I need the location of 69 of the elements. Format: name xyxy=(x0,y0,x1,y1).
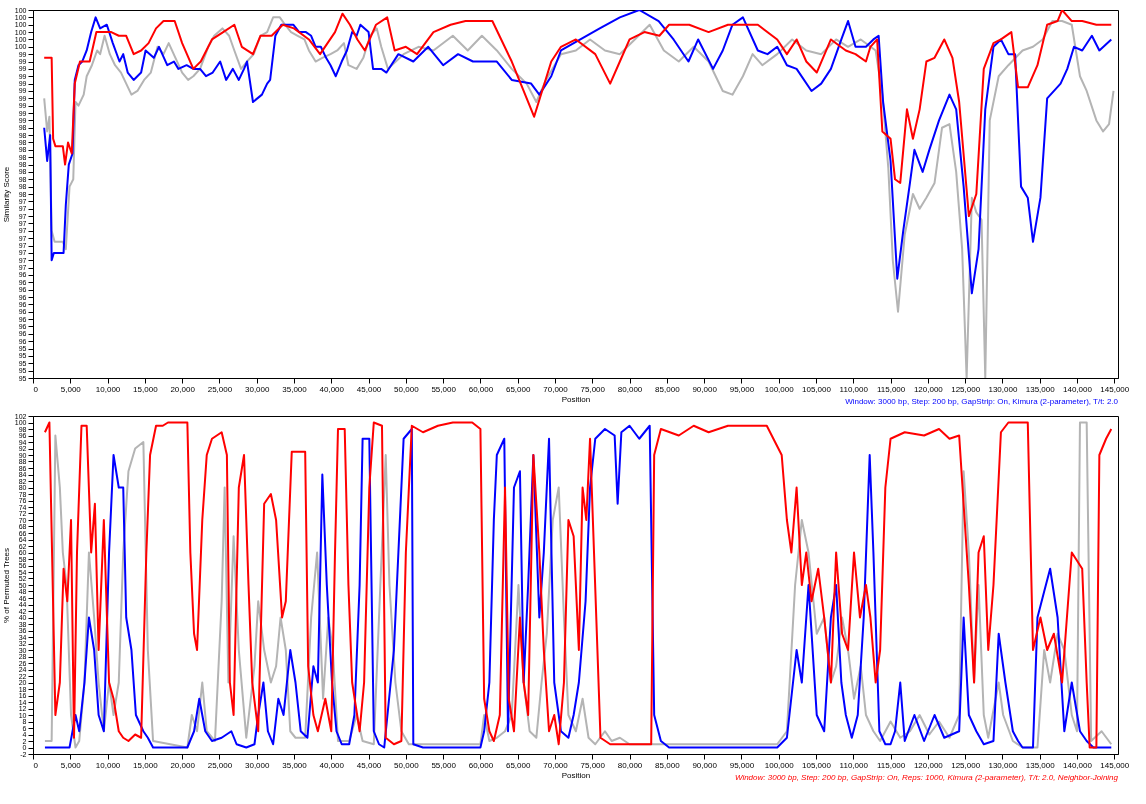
x-tick-label: 80,000 xyxy=(617,384,643,394)
x-tick-label: 45,000 xyxy=(356,760,382,770)
x-tick-label: 125,000 xyxy=(951,760,981,770)
x-tick-label: 80,000 xyxy=(617,760,643,770)
x-tick-label: 105,000 xyxy=(802,384,832,394)
x-tick-label: 35,000 xyxy=(282,384,308,394)
x-tick-label: 20,000 xyxy=(170,384,196,394)
line-series xyxy=(43,10,1113,295)
x-tick-label: 50,000 xyxy=(394,384,420,394)
x-tick-label: 90,000 xyxy=(692,384,718,394)
x-tick-label: 110,000 xyxy=(839,384,869,394)
x-tick-label: 70,000 xyxy=(543,384,569,394)
x-tick-label: 60,000 xyxy=(468,384,494,394)
x-tick-label: 120,000 xyxy=(913,760,944,770)
line-series xyxy=(43,10,1113,218)
x-tick-label: 115,000 xyxy=(876,760,906,770)
x-tick-label: 95,000 xyxy=(729,760,755,770)
x-tick-label: 10,000 xyxy=(95,760,121,770)
x-tick-label: 65,000 xyxy=(505,384,531,394)
y-axis-title: Similarity Score xyxy=(1,166,11,223)
x-tick-label: 10,000 xyxy=(95,384,121,394)
x-tick-label: 115,000 xyxy=(876,384,906,394)
x-tick-label: 135,000 xyxy=(1025,760,1056,770)
x-tick-label: 85,000 xyxy=(655,384,681,394)
text: Window: 3000 bp, Step: 200 bp, GapStrip: On, Reps: 1000, Kimura (2-parameter), T/t: 2.0, Neighbor-Joining xyxy=(734,773,1119,782)
x-tick-label: 55,000 xyxy=(431,760,457,770)
x-tick-label: 125,000 xyxy=(951,384,981,394)
x-tick-label: 100,000 xyxy=(764,760,795,770)
line-series xyxy=(43,16,1115,378)
x-tick-label: 25,000 xyxy=(207,384,233,394)
x-tick-label: 5,000 xyxy=(60,384,82,394)
x-tick-label: 130,000 xyxy=(988,384,1018,394)
x-tick-label: 90,000 xyxy=(692,760,718,770)
y-axis-title: % of Permuted Trees xyxy=(1,547,11,624)
x-tick-label: 60,000 xyxy=(468,760,494,770)
x-tick-label: 85,000 xyxy=(655,760,681,770)
x-tick-label: 75,000 xyxy=(580,760,606,770)
x-tick-label: 100,000 xyxy=(764,384,795,394)
x-tick-label: 130,000 xyxy=(988,760,1018,770)
x-tick-label: 105,000 xyxy=(802,760,832,770)
x-tick-label: 140,000 xyxy=(1063,760,1093,770)
x-tick-label: 0 xyxy=(33,760,39,770)
x-tick-label: 135,000 xyxy=(1025,384,1056,394)
text: Window: 3000 bp, Step: 200 bp, GapStrip: On, Kimura (2-parameter), T/t: 2.0 xyxy=(845,397,1119,406)
x-tick-label: 75,000 xyxy=(580,384,606,394)
x-tick-label: 145,000 xyxy=(1100,760,1130,770)
x-tick-label: 140,000 xyxy=(1063,384,1093,394)
x-tick-label: 120,000 xyxy=(913,384,944,394)
x-axis-title: Position xyxy=(561,394,591,404)
x-tick-label: 35,000 xyxy=(282,760,308,770)
x-tick-label: 15,000 xyxy=(133,384,159,394)
x-tick-label: 55,000 xyxy=(431,384,457,394)
x-tick-label: 20,000 xyxy=(170,760,196,770)
x-tick-label: 40,000 xyxy=(319,384,345,394)
x-tick-label: 40,000 xyxy=(319,760,345,770)
x-tick-label: 15,000 xyxy=(133,760,159,770)
x-tick-label: 30,000 xyxy=(244,384,270,394)
x-tick-label: 45,000 xyxy=(356,384,382,394)
x-tick-label: 65,000 xyxy=(505,760,531,770)
x-tick-label: 50,000 xyxy=(394,760,420,770)
x-tick-label: 5,000 xyxy=(60,760,82,770)
x-tick-label: 30,000 xyxy=(244,760,270,770)
x-tick-label: 70,000 xyxy=(543,760,569,770)
x-tick-label: 25,000 xyxy=(207,760,233,770)
x-tick-label: 95,000 xyxy=(729,384,755,394)
x-tick-label: 110,000 xyxy=(839,760,869,770)
x-tick-label: 145,000 xyxy=(1100,384,1130,394)
x-tick-label: 0 xyxy=(33,384,39,394)
x-axis-title: Position xyxy=(561,770,591,780)
